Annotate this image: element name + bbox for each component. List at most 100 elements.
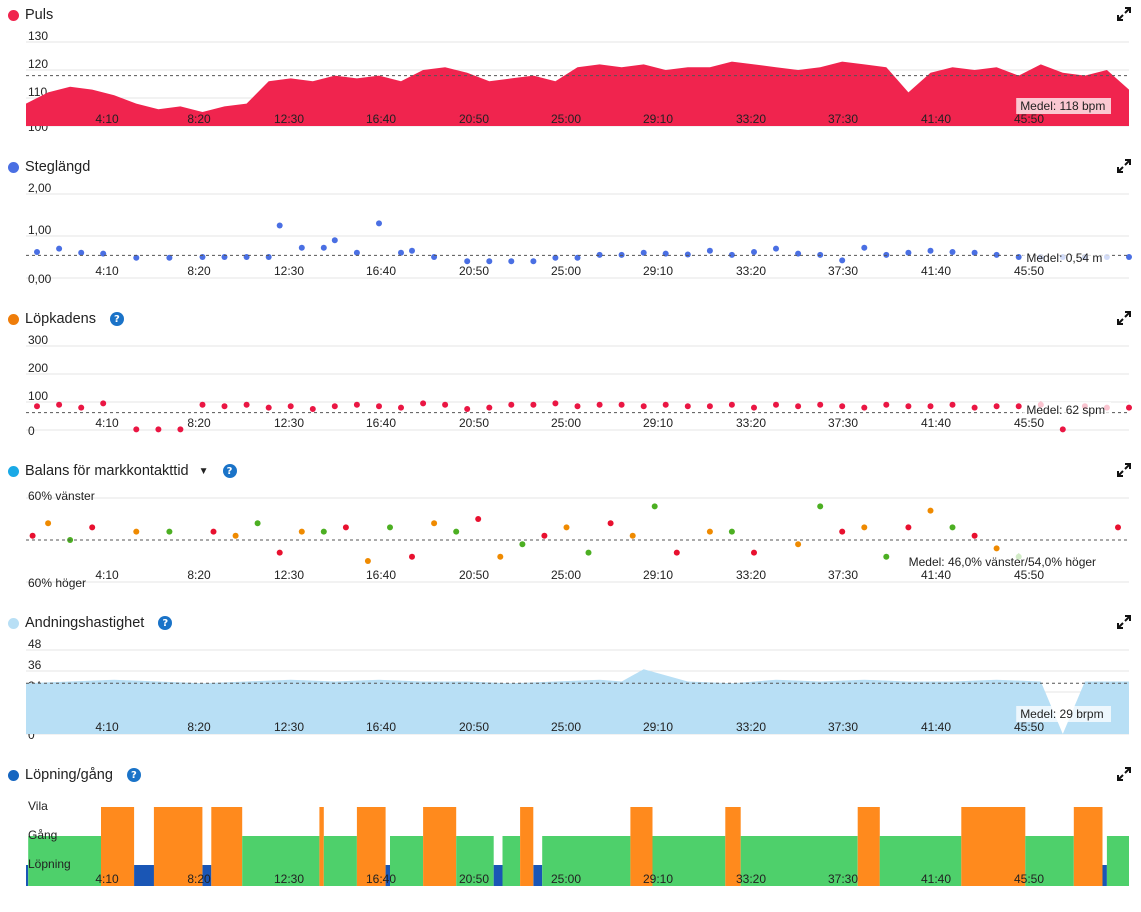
x-tick-label: 4:10 (95, 264, 119, 278)
data-point (1126, 254, 1132, 260)
chart-panel: Löpning/gång? Vila Gång Löpning 4:10 8:20 12:3… (0, 760, 1141, 912)
state-segment (456, 836, 494, 886)
data-point (861, 524, 868, 531)
state-segment (134, 865, 154, 886)
data-point (232, 532, 239, 539)
data-point (309, 406, 316, 412)
chevron-down-icon[interactable]: ▼ (198, 465, 209, 477)
data-point (376, 220, 382, 227)
data-point (497, 553, 504, 560)
data-point (254, 520, 261, 527)
state-segment (542, 836, 631, 886)
data-point (751, 249, 757, 255)
data-point (993, 251, 1000, 258)
data-point (320, 244, 327, 251)
chart-title: Löpkadens (25, 311, 96, 327)
chart-title: Steglängd (25, 159, 91, 175)
data-point (199, 401, 206, 408)
y-tick-label: Löpning (28, 857, 71, 871)
expand-icon[interactable] (1117, 159, 1131, 173)
state-segment (323, 836, 357, 886)
legend-dot (8, 465, 19, 477)
data-point (574, 403, 581, 410)
x-tick-label: 45:50 (1014, 568, 1044, 582)
x-tick-label: 25:00 (551, 112, 581, 126)
data-point (166, 528, 173, 535)
chart-header: Löpkadens? (8, 309, 124, 329)
data-point (971, 532, 978, 539)
help-icon[interactable]: ? (126, 768, 141, 782)
y-tick-label: 1,00 (28, 223, 52, 237)
data-point (684, 251, 691, 258)
x-tick-label: 12:30 (274, 264, 304, 278)
y-tick-label: Vila (28, 799, 48, 813)
y-tick-label: 48 (28, 637, 42, 651)
data-point (839, 257, 846, 264)
x-tick-label: 20:50 (459, 872, 489, 886)
area-series (26, 61, 1129, 126)
expand-icon[interactable] (1117, 767, 1131, 781)
x-tick-label: 33:20 (736, 112, 766, 126)
expand-icon[interactable] (1117, 463, 1131, 477)
data-point (905, 403, 912, 410)
mean-label-bg (1016, 706, 1111, 722)
data-point (728, 251, 735, 258)
data-point (519, 541, 526, 548)
mean-label: Medel: 46,0% vänster/54,0% höger (909, 555, 1096, 569)
state-segment (101, 807, 135, 886)
y-tick-label: 36 (28, 658, 42, 672)
data-point (45, 520, 52, 527)
state-segment (493, 865, 503, 886)
data-point (861, 244, 868, 251)
state-segment (520, 807, 534, 886)
state-segment (1073, 807, 1103, 886)
data-point (431, 520, 438, 527)
expand-icon[interactable] (1117, 7, 1131, 21)
data-point (89, 524, 96, 531)
data-point (817, 401, 824, 408)
state-segment (533, 865, 543, 886)
data-point (728, 528, 735, 535)
data-point (839, 528, 846, 535)
x-tick-label: 12:30 (274, 112, 304, 126)
data-point (398, 249, 404, 256)
help-icon[interactable]: ? (158, 616, 173, 630)
y-tick-label: 2,00 (28, 181, 52, 195)
x-tick-label: 29:10 (643, 568, 673, 582)
x-tick-label: 33:20 (736, 264, 766, 278)
mean-label: Medel: 118 bpm (1020, 99, 1105, 113)
data-point (56, 245, 63, 252)
x-tick-label: 16:40 (366, 416, 396, 430)
x-tick-label: 29:10 (643, 720, 673, 734)
y-tick-label: 0 (28, 728, 35, 742)
data-point (177, 426, 184, 433)
x-tick-label: 29:10 (643, 416, 673, 430)
data-point (684, 403, 691, 410)
expand-icon[interactable] (1117, 311, 1131, 325)
data-point (243, 401, 250, 408)
x-tick-label: 20:50 (459, 568, 489, 582)
expand-icon[interactable] (1117, 615, 1131, 629)
data-point (773, 401, 779, 408)
help-icon[interactable]: ? (109, 312, 124, 326)
data-point (298, 528, 305, 535)
y-tick-label: 100 (28, 389, 48, 403)
data-point (464, 258, 471, 265)
x-tick-label: 20:50 (459, 112, 489, 126)
x-tick-label: 16:40 (366, 264, 396, 278)
data-point (530, 401, 537, 408)
help-icon[interactable]: ? (222, 464, 237, 478)
data-point (706, 247, 713, 254)
x-tick-label: 4:10 (95, 872, 119, 886)
state-segment (153, 807, 203, 886)
data-point (993, 545, 1000, 552)
state-segment (390, 836, 424, 886)
data-point (420, 400, 427, 407)
state-segment (202, 865, 212, 886)
mean-label-bg (1022, 402, 1111, 418)
mean-label: Medel: 29 brpm (1020, 707, 1103, 721)
data-point (1015, 403, 1022, 410)
x-tick-label: 8:20 (187, 264, 211, 278)
data-point (861, 404, 868, 411)
data-point (927, 507, 934, 514)
